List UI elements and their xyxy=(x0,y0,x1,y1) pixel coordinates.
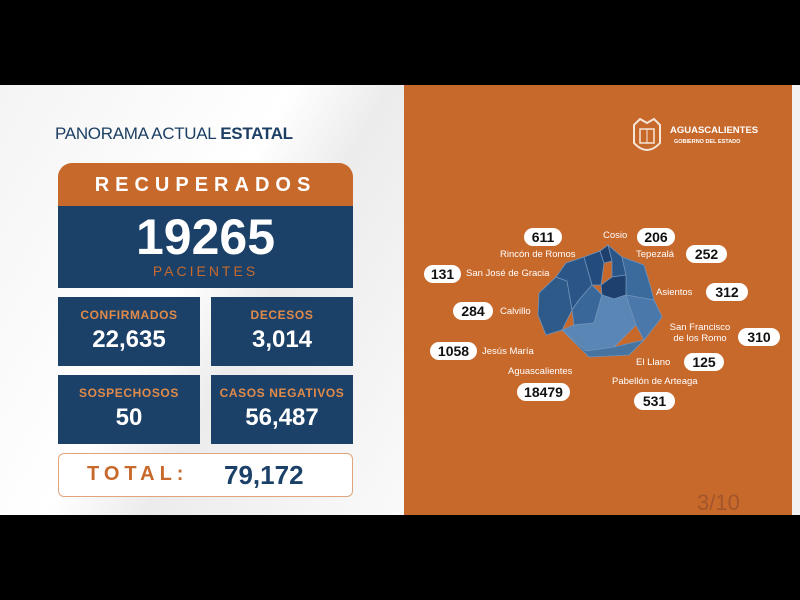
recuperados-card: 19265 PACIENTES xyxy=(58,206,353,288)
coat-of-arms-icon xyxy=(633,117,661,151)
map-region-calvillo xyxy=(537,276,573,336)
total-value: 79,172 xyxy=(224,460,304,490)
pill-jesus-maria: 1058 xyxy=(430,342,477,360)
stat-value: 50 xyxy=(115,404,143,431)
label-tepezala: Tepezalá xyxy=(636,249,675,260)
stat-value: 22,635 xyxy=(92,326,166,353)
recuperados-unit: PACIENTES xyxy=(152,263,259,279)
logo-subtitle: GOBIERNO DEL ESTADO xyxy=(674,139,741,145)
page-title: PANORAMA ACTUAL ESTATAL xyxy=(55,124,293,144)
label-cosio: Cosio xyxy=(603,230,628,241)
map-region-asientos xyxy=(621,256,655,301)
negativos-card: CASOS NEGATIVOS 56,487 xyxy=(211,375,353,444)
label-pabellon: Pabellón de Arteaga xyxy=(612,376,698,387)
pill-rincon-de-romos: 611 xyxy=(524,228,562,246)
label-asientos: Asientos xyxy=(656,287,693,298)
map-region-rincon-de-romos xyxy=(583,250,605,286)
map-region-aguascalientes xyxy=(561,294,637,352)
confirmados-card: CONFIRMADOS 22,635 xyxy=(58,297,200,366)
pill-san-jose-de-gracia: 131 xyxy=(424,265,461,283)
decesos-card: DECESOS 3,014 xyxy=(211,297,353,366)
stat-label: CASOS NEGATIVOS xyxy=(219,386,345,400)
label-jesus-maria: Jesús María xyxy=(482,346,534,357)
map-region-san-francisco xyxy=(561,329,646,358)
label-aguascalientes: Aguascalientes xyxy=(508,366,573,377)
label-el-llano: El Llano xyxy=(636,357,671,368)
recuperados-value: 19265 xyxy=(135,209,276,265)
label-san-jose-de-gracia: San José de Gracia xyxy=(466,268,550,279)
pill-el-llano: 125 xyxy=(684,353,724,371)
title-regular: PANORAMA ACTUAL xyxy=(55,124,216,143)
stat-label: DECESOS xyxy=(250,308,314,322)
label-rincon-de-romos: Rincón de Romos xyxy=(500,249,576,260)
state-map xyxy=(537,243,663,358)
stat-value: 56,487 xyxy=(245,404,319,431)
stat-value: 3,014 xyxy=(251,326,313,353)
pill-cosio: 206 xyxy=(637,228,675,246)
total-box: TOTAL: 79,172 xyxy=(58,453,353,497)
stat-label: CONFIRMADOS xyxy=(80,308,178,322)
pill-aguascalientes: 18479 xyxy=(517,383,570,401)
map-region-el-llano xyxy=(625,294,663,341)
pill-asientos: 312 xyxy=(706,283,748,301)
pill-calvillo: 284 xyxy=(453,302,493,320)
recuperados-header: RECUPERADOS xyxy=(58,163,353,206)
pill-san-francisco: 310 xyxy=(738,328,780,346)
label-san-francisco: San Francisco de los Romo xyxy=(669,322,731,344)
sospechosos-card: SOSPECHOSOS 50 xyxy=(58,375,200,444)
pill-tepezala: 252 xyxy=(686,245,727,263)
edge-strip xyxy=(792,85,800,515)
pill-pabellon: 531 xyxy=(634,392,675,410)
label-calvillo: Calvillo xyxy=(500,306,531,317)
title-bold: ESTATAL xyxy=(220,124,293,143)
page-indicator: 3/10 xyxy=(697,490,740,515)
map-region-pabellon xyxy=(600,274,627,300)
total-label: TOTAL: xyxy=(87,463,189,485)
logo-name: AGUASCALIENTES xyxy=(670,125,759,136)
stat-label: SOSPECHOSOS xyxy=(79,386,179,400)
